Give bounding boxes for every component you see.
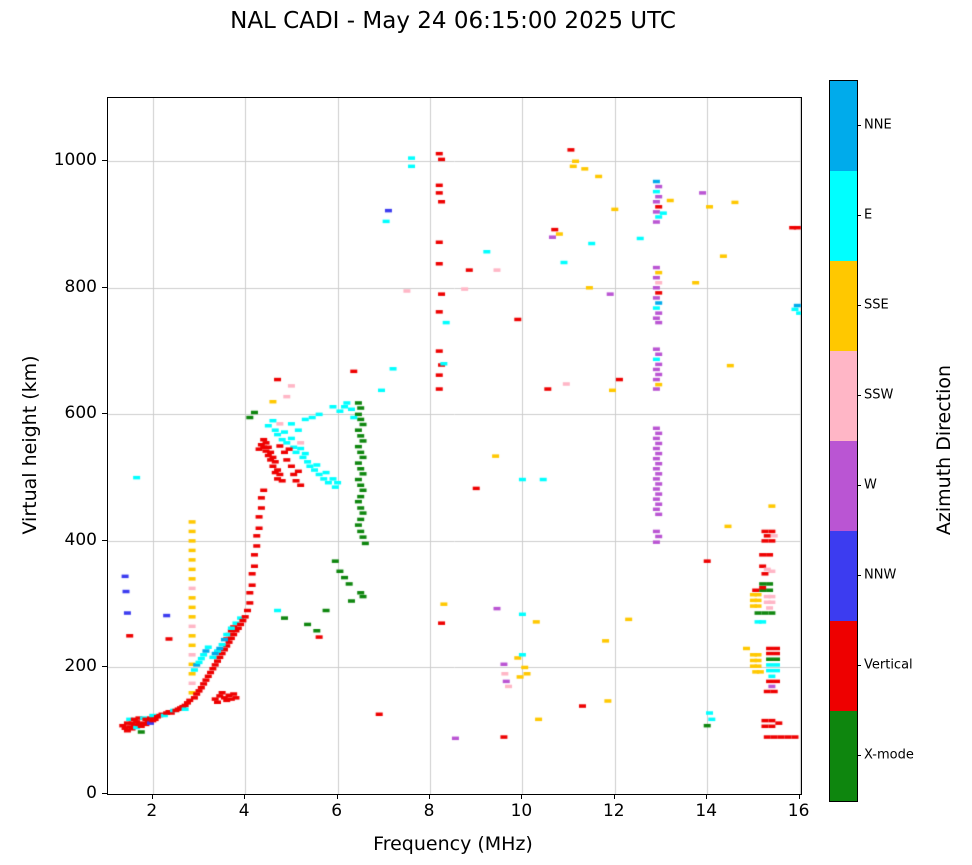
colorbar-tick-mark [857, 755, 861, 756]
x-tick-mark [336, 794, 338, 799]
x-tick-mark [151, 794, 153, 799]
y-tick-label: 600 [64, 403, 97, 424]
y-tick-label: 1000 [53, 150, 97, 171]
y-tick-label: 800 [64, 276, 97, 297]
x-tick-mark [706, 794, 708, 799]
colorbar-tick-label: W [864, 477, 877, 493]
plot-area [107, 97, 802, 795]
x-tick-mark [429, 794, 430, 799]
y-axis-label: Virtual height (km) [19, 355, 41, 535]
colorbar-tick-mark [857, 575, 861, 576]
y-tick-label: 0 [86, 783, 97, 803]
colorbar-segment-w [830, 441, 857, 531]
y-tick-label: 200 [64, 656, 97, 677]
colorbar-tick-label: NNW [864, 567, 897, 583]
x-tick-label: 4 [238, 801, 250, 821]
y-tick-mark [102, 286, 107, 288]
colorbar-tick-label: E [864, 207, 873, 223]
x-tick-mark [798, 794, 800, 799]
colorbar-tick-mark [857, 665, 861, 666]
colorbar-segment-ssw [830, 351, 857, 441]
colorbar-tick-mark [857, 305, 861, 306]
x-tick-label: 8 [423, 801, 435, 821]
x-tick-mark [521, 794, 523, 799]
x-tick-label: 6 [331, 801, 343, 821]
y-tick-mark [102, 413, 107, 415]
colorbar-tick-mark [857, 125, 861, 126]
x-tick-label: 2 [146, 801, 158, 821]
y-tick-mark [102, 539, 107, 541]
colorbar-tick-label: SSW [864, 387, 894, 403]
colorbar-tick-label: NNE [864, 117, 892, 133]
y-tick-mark [102, 793, 107, 794]
chart-title: NAL CADI - May 24 06:15:00 2025 UTC [230, 8, 676, 34]
y-tick-mark [102, 666, 107, 668]
x-tick-label: 10 [510, 801, 533, 821]
colorbar-segment-vertical [830, 621, 857, 711]
x-tick-mark [244, 794, 246, 799]
colorbar-segment-x-mode [830, 711, 857, 801]
colorbar-tick-label: X-mode [864, 747, 914, 763]
colorbar-segment-e [830, 171, 857, 261]
colorbar-tick-label: SSE [864, 297, 889, 313]
colorbar-tick-mark [857, 215, 861, 216]
x-tick-mark [613, 794, 615, 799]
colorbar-segment-nnw [830, 531, 857, 621]
colorbar-tick-label: Vertical [864, 657, 913, 673]
colorbar-tick-mark [857, 485, 861, 486]
x-tick-label: 14 [695, 801, 718, 821]
colorbar-axis-label: Azimuth Direction [933, 364, 955, 536]
scatter-canvas [108, 98, 801, 794]
y-tick-mark [102, 160, 107, 162]
colorbar-segment-sse [830, 261, 857, 351]
x-tick-label: 16 [787, 801, 810, 821]
colorbar [829, 80, 858, 802]
x-tick-label: 12 [602, 801, 625, 821]
colorbar-tick-mark [857, 395, 861, 396]
colorbar-segment-nne [830, 81, 857, 171]
y-tick-label: 400 [64, 529, 97, 550]
x-axis-label: Frequency (MHz) [373, 833, 533, 855]
